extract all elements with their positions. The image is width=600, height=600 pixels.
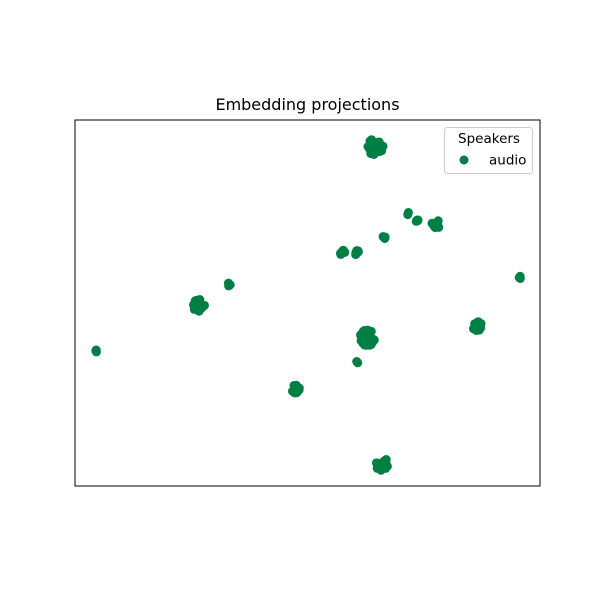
- legend-title: Speakers: [458, 131, 520, 147]
- plot-frame: [74, 119, 541, 487]
- scatter-point-audio-c15: [372, 463, 382, 473]
- scatter-point-audio-c15: [381, 456, 391, 466]
- scatter-point-audio-c14: [292, 388, 302, 398]
- scatter-point-audio-c12: [353, 358, 363, 368]
- scatter-point-audio-c10: [474, 320, 484, 330]
- scatter-point-audio-c4: [380, 232, 390, 242]
- scatter-points: [91, 135, 525, 475]
- scatter-point-audio-c2: [411, 216, 421, 226]
- chart-title: Embedding projections: [215, 95, 399, 114]
- scatter-point-audio-c0: [367, 137, 377, 146]
- scatter-point-audio-c5: [337, 246, 347, 256]
- scatter-point-audio-c0: [366, 144, 376, 154]
- scatter-point-audio-c11: [361, 332, 371, 342]
- scatter-point-audio-c13: [91, 347, 101, 357]
- scatter-point-audio-c3: [430, 222, 439, 231]
- scatter-point-audio-c8: [224, 278, 233, 288]
- scatter-point-audio-c11: [360, 340, 369, 350]
- scatter-point-audio-c7: [515, 274, 525, 283]
- scatter-point-audio-c1: [403, 208, 413, 217]
- legend: Speakers audio: [444, 127, 533, 174]
- scatter-point-audio-c9: [193, 297, 202, 307]
- scatter-point-audio-c6: [353, 246, 363, 256]
- legend-label-audio: audio: [489, 153, 526, 169]
- legend-marker-audio: [459, 155, 469, 165]
